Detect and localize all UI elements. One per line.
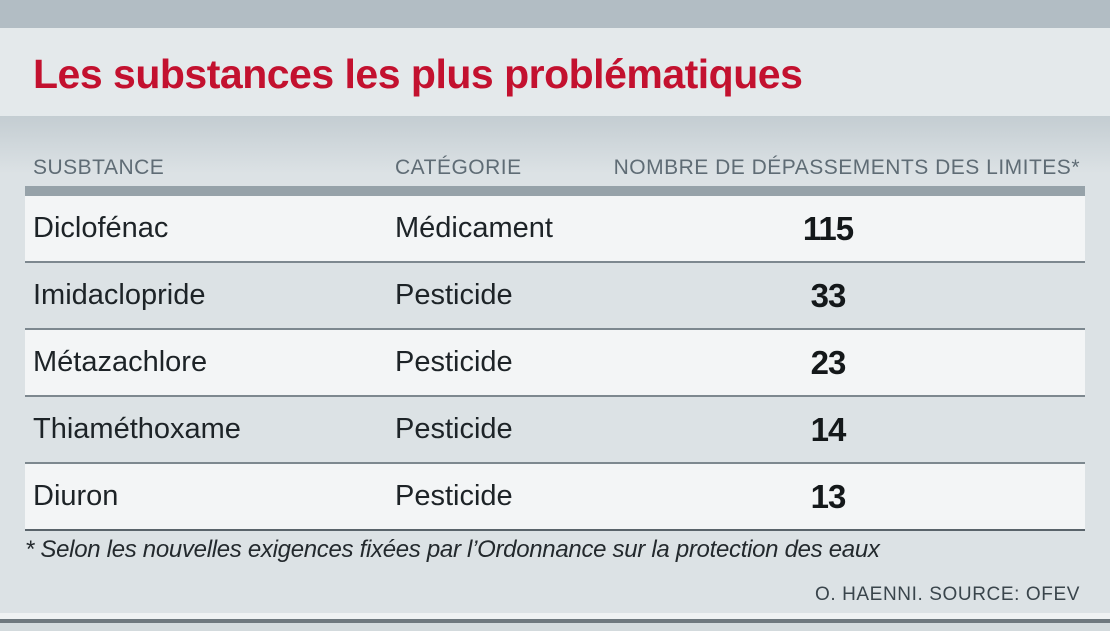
substance-cell: Imidaclopride — [33, 279, 206, 311]
column-header-substance: SUSBTANCE — [33, 156, 165, 179]
table-row: Thiaméthoxame Pesticide 14 — [25, 397, 1085, 462]
footnote-text: * Selon les nouvelles exigences fixées p… — [25, 536, 880, 563]
table-header-row: SUSBTANCE CATÉGORIE NOMBRE DE DÉPASSEMEN… — [25, 150, 1085, 186]
substance-cell: Diuron — [33, 480, 119, 512]
category-cell: Pesticide — [395, 413, 513, 445]
count-cell: 33 — [810, 277, 847, 314]
bottom-margin-fill — [0, 623, 1110, 631]
count-cell: 14 — [810, 411, 847, 448]
title-shadow-gradient — [0, 116, 1110, 174]
substance-cell: Diclofénac — [33, 212, 169, 244]
substance-cell: Métazachlore — [33, 346, 208, 378]
table-row: Métazachlore Pesticide 23 — [25, 330, 1085, 395]
footnote-rule — [25, 529, 1085, 531]
row-divider — [25, 462, 1085, 464]
category-cell: Pesticide — [395, 279, 513, 311]
count-cell: 115 — [802, 210, 854, 247]
row-divider — [25, 395, 1085, 397]
source-credit: O. HAENNI. SOURCE: OFEV — [814, 584, 1080, 605]
top-accent-bar — [0, 0, 1110, 28]
bottom-border-bar — [0, 619, 1110, 623]
count-cell: 13 — [810, 478, 847, 515]
column-header-count: NOMBRE DE DÉPASSEMENTS DES LIMITES* — [613, 156, 1080, 179]
table-row: Diuron Pesticide 13 — [25, 464, 1085, 529]
category-cell: Pesticide — [395, 346, 513, 378]
category-cell: Médicament — [395, 212, 553, 244]
table-row: Imidaclopride Pesticide 33 — [25, 263, 1085, 328]
count-cell: 23 — [810, 344, 847, 381]
substances-table: SUSBTANCE CATÉGORIE NOMBRE DE DÉPASSEMEN… — [25, 150, 1085, 529]
substance-cell: Thiaméthoxame — [33, 413, 241, 445]
title-band: Les substances les plus problématiques — [0, 28, 1110, 116]
table-row: Diclofénac Médicament 115 — [25, 196, 1085, 261]
column-header-category: CATÉGORIE — [395, 156, 522, 179]
category-cell: Pesticide — [395, 480, 513, 512]
header-rule — [25, 186, 1085, 196]
row-divider — [25, 261, 1085, 263]
row-divider — [25, 328, 1085, 330]
page-title: Les substances les plus problématiques — [33, 51, 803, 97]
bottom-light-strip — [0, 613, 1110, 619]
